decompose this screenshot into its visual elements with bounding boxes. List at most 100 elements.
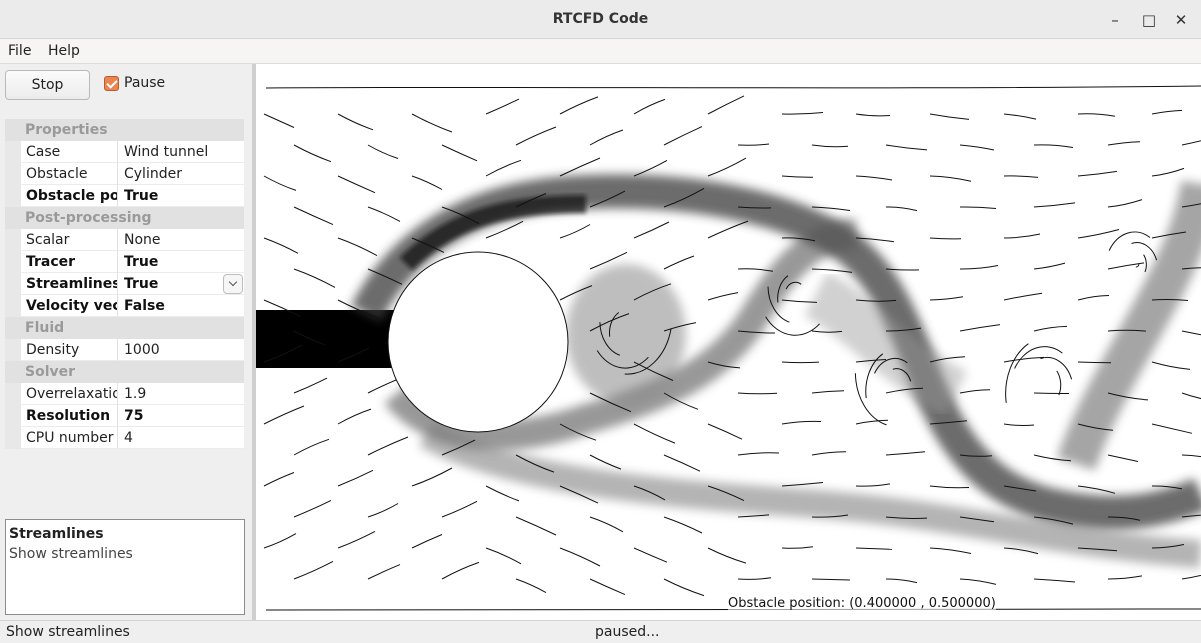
streamline	[1107, 199, 1143, 208]
cylinder-obstacle[interactable]	[387, 251, 569, 433]
tracer-field	[256, 174, 1201, 568]
streamline	[663, 578, 705, 597]
property-value[interactable]: True	[124, 254, 159, 270]
streamline	[855, 237, 895, 243]
stop-button[interactable]: Stop	[5, 70, 90, 100]
property-value[interactable]: None	[124, 232, 161, 248]
property-row-obstacle[interactable]: Obstacle Cylinder	[5, 163, 244, 185]
streamline	[855, 419, 889, 425]
streamline	[663, 126, 703, 146]
streamline	[1033, 325, 1068, 332]
streamline	[1108, 231, 1151, 251]
streamline	[663, 322, 697, 332]
streamline	[663, 392, 699, 410]
streamline	[293, 377, 328, 394]
close-icon[interactable]: ✕	[1174, 11, 1188, 29]
streamline	[337, 408, 372, 425]
streamline	[1033, 454, 1072, 462]
property-row-streamlines[interactable]: Streamlines True	[5, 273, 244, 295]
streamline	[633, 159, 668, 177]
streamline	[441, 561, 480, 580]
property-value[interactable]: Cylinder	[124, 166, 182, 182]
row-gutter	[5, 251, 21, 273]
pause-label[interactable]: Pause	[124, 75, 166, 91]
streamline	[1151, 485, 1183, 490]
property-row-tracer[interactable]: Tracer True	[5, 251, 244, 273]
streamline	[663, 187, 705, 208]
streamline	[367, 268, 403, 285]
streamline	[811, 514, 849, 518]
streamline	[337, 113, 374, 131]
streamline	[559, 224, 591, 239]
section-header: Fluid	[5, 317, 244, 339]
streamline	[781, 175, 814, 178]
property-value[interactable]: 1000	[124, 342, 160, 358]
status-message: Show streamlines	[6, 624, 130, 640]
streamline	[293, 144, 332, 163]
property-row-resolution[interactable]: Resolution 75	[5, 405, 244, 427]
menu-bar: File Help	[0, 39, 1201, 64]
property-row-velocity-vectors[interactable]: Velocity vectors False	[5, 295, 244, 317]
streamline	[781, 361, 820, 364]
streamline	[559, 157, 601, 177]
streamline	[515, 126, 557, 146]
streamline	[441, 500, 478, 518]
property-name: CPU number	[21, 427, 118, 449]
chevron-down-icon[interactable]	[223, 274, 243, 294]
flow-visualization	[256, 85, 1201, 611]
streamline	[707, 485, 745, 502]
property-name: Density	[21, 339, 118, 361]
property-value[interactable]: 1.9	[124, 386, 147, 402]
streamline	[515, 516, 557, 536]
streamline	[411, 534, 443, 549]
simulation-canvas[interactable]: Obstacle position: (0.400000 , 0.500000)	[256, 64, 1201, 620]
streamline	[737, 392, 778, 395]
streamline	[707, 157, 747, 177]
streamline	[1151, 109, 1183, 115]
status-bar: Show streamlines paused...	[0, 620, 1201, 643]
panel-splitter[interactable]	[252, 64, 256, 620]
streamline	[485, 220, 524, 239]
row-gutter	[5, 163, 21, 185]
streamline	[1003, 356, 1045, 363]
property-row-case[interactable]: Case Wind tunnel	[5, 141, 244, 163]
streamline	[929, 175, 972, 182]
streamline	[811, 451, 847, 456]
obstacle-position-readout: Obstacle position: (0.400000 , 0.500000)	[728, 596, 996, 611]
streamline	[1033, 262, 1066, 270]
streamline	[1003, 423, 1035, 426]
minimize-icon[interactable]: –	[1111, 11, 1119, 29]
streamline	[707, 423, 743, 440]
property-value[interactable]: 4	[124, 430, 133, 446]
menu-help[interactable]: Help	[48, 43, 80, 59]
streamline	[1151, 544, 1185, 549]
streamline	[929, 420, 968, 425]
row-gutter	[5, 295, 21, 317]
streamline	[885, 578, 918, 584]
property-value[interactable]: True	[124, 276, 159, 292]
menu-file[interactable]: File	[8, 43, 32, 59]
streamline	[854, 373, 887, 426]
streamline	[885, 516, 928, 519]
property-row-scalar[interactable]: Scalar None	[5, 229, 244, 251]
streamline	[411, 113, 453, 133]
streamline	[589, 516, 624, 533]
property-row-overrelaxation[interactable]: Overrelaxation 1.9	[5, 383, 244, 405]
streamline	[589, 313, 630, 332]
streamline	[263, 344, 303, 363]
maximize-icon[interactable]: □	[1141, 11, 1157, 29]
property-value[interactable]: False	[124, 298, 165, 314]
pause-checkbox[interactable]	[104, 76, 119, 91]
property-row-cpu-number[interactable]: CPU number 4	[5, 427, 244, 449]
tracer-downstream-band	[1057, 180, 1201, 471]
property-value[interactable]: True	[124, 188, 159, 204]
streamline	[337, 530, 376, 549]
property-value[interactable]: 75	[124, 408, 144, 424]
property-row-density[interactable]: Density 1000	[5, 339, 244, 361]
property-value[interactable]: Wind tunnel	[124, 144, 209, 160]
streamline	[1107, 575, 1143, 580]
streamline	[293, 438, 330, 456]
streamline	[781, 299, 818, 303]
streamline	[633, 485, 666, 501]
property-row-obstacle-position[interactable]: Obstacle position True	[5, 185, 244, 207]
